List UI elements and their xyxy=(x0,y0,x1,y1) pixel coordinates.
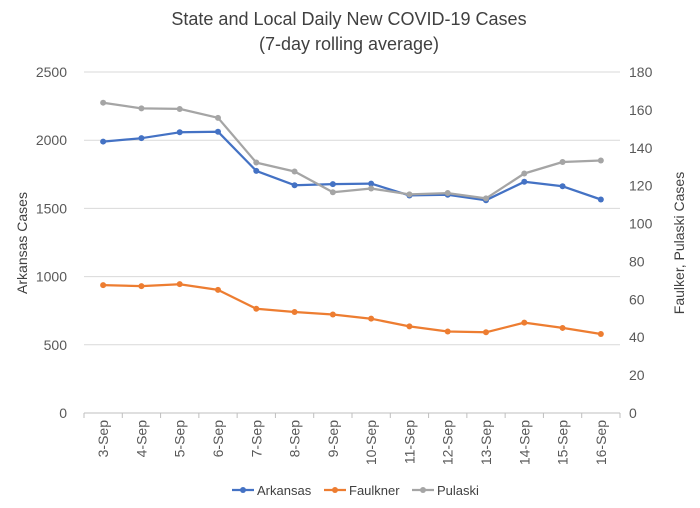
x-tick-label: 16-Sep xyxy=(593,420,609,465)
legend-label: Arkansas xyxy=(257,483,312,498)
left-tick-label: 500 xyxy=(44,337,68,353)
data-point xyxy=(406,191,413,198)
data-point xyxy=(406,323,413,330)
data-point xyxy=(291,182,298,189)
data-point xyxy=(215,114,221,121)
data-point xyxy=(329,311,336,318)
left-axis-title: Arkansas Cases xyxy=(14,192,30,294)
data-point xyxy=(521,170,528,177)
data-point xyxy=(100,282,107,289)
data-point xyxy=(368,185,375,192)
right-tick-label: 120 xyxy=(629,178,653,194)
right-tick-label: 20 xyxy=(629,367,645,383)
data-point xyxy=(100,99,107,106)
x-tick-label: 8-Sep xyxy=(287,420,303,458)
x-tick-label: 3-Sep xyxy=(95,420,111,458)
x-tick-label: 9-Sep xyxy=(325,420,341,458)
series-line xyxy=(102,101,601,200)
x-axis-ticks: 3-Sep 4-Sep 5-Sep 6-Sep 7-Sep 8-Sep 9-Sep 10-Se… xyxy=(83,412,621,465)
data-point xyxy=(521,319,528,326)
series-layer xyxy=(100,99,604,338)
right-tick-label: 80 xyxy=(629,253,645,269)
left-tick-label: 0 xyxy=(59,405,67,421)
data-point xyxy=(483,329,489,336)
data-point xyxy=(176,129,183,136)
data-point xyxy=(444,190,451,197)
data-point xyxy=(444,328,451,335)
legend-label: Pulaski xyxy=(437,483,479,498)
x-tick-label: 7-Sep xyxy=(248,420,264,458)
right-tick-label: 180 xyxy=(629,64,653,80)
right-tick-label: 40 xyxy=(629,329,645,345)
chart-title: State and Local Daily New COVID-19 Cases xyxy=(171,9,526,29)
series-line xyxy=(103,130,602,202)
x-tick-label: 5-Sep xyxy=(172,420,188,458)
data-point xyxy=(215,128,221,135)
legend: Arkansas Faulkner Pulaski xyxy=(232,483,479,498)
chart-subtitle: (7-day rolling average) xyxy=(259,34,439,54)
legend-item-pulaski: Pulaski xyxy=(412,483,479,498)
x-tick-label: 14-Sep xyxy=(516,420,532,465)
data-point xyxy=(138,135,145,142)
x-tick-label: 15-Sep xyxy=(555,420,571,465)
legend-label: Faulkner xyxy=(349,483,400,498)
gridlines xyxy=(84,71,620,414)
data-point xyxy=(329,189,336,196)
right-tick-label: 140 xyxy=(629,140,653,156)
left-tick-label: 2000 xyxy=(36,132,67,148)
left-tick-label: 1000 xyxy=(36,269,67,285)
data-point xyxy=(597,196,604,203)
data-point xyxy=(291,168,298,175)
data-point xyxy=(253,159,260,166)
data-point xyxy=(138,105,145,112)
data-point xyxy=(253,305,260,312)
legend-swatch-marker xyxy=(420,487,426,493)
right-tick-label: 0 xyxy=(629,405,637,421)
series-line xyxy=(103,283,602,336)
legend-swatch-marker xyxy=(240,487,246,493)
data-point xyxy=(138,283,145,290)
right-tick-label: 100 xyxy=(629,216,653,232)
data-point xyxy=(176,105,183,112)
data-point xyxy=(597,157,604,164)
legend-item-faulkner: Faulkner xyxy=(324,483,400,498)
right-tick-label: 60 xyxy=(629,291,645,307)
legend-item-arkansas: Arkansas xyxy=(232,483,312,498)
left-tick-label: 1500 xyxy=(36,200,67,216)
right-tick-label: 160 xyxy=(629,102,653,118)
data-point xyxy=(176,281,183,288)
left-tick-label: 2500 xyxy=(36,64,67,80)
data-point xyxy=(368,180,375,187)
data-point xyxy=(559,324,566,331)
right-axis-title: Faulker, Pulaski Cases xyxy=(671,172,687,314)
data-point xyxy=(521,178,528,185)
left-axis-ticks: 0 500 1000 1500 2000 2500 xyxy=(36,64,67,421)
x-tick-label: 11-Sep xyxy=(401,420,417,464)
legend-swatch-marker xyxy=(332,487,338,493)
data-point xyxy=(368,315,375,322)
data-point xyxy=(291,309,298,316)
data-point xyxy=(100,138,107,145)
data-point xyxy=(559,183,566,190)
right-axis-ticks: 0 20 40 60 80 100 120 140 160 180 xyxy=(629,64,653,421)
data-point xyxy=(597,331,604,338)
x-tick-label: 13-Sep xyxy=(478,420,494,465)
series-faulkner xyxy=(100,281,604,338)
data-point xyxy=(559,158,566,165)
x-tick-label: 10-Sep xyxy=(363,420,379,465)
x-tick-label: 6-Sep xyxy=(210,420,226,458)
data-point xyxy=(329,181,336,188)
data-point xyxy=(215,286,221,293)
x-tick-label: 12-Sep xyxy=(440,420,456,465)
data-point xyxy=(253,167,260,174)
series-pulaski xyxy=(100,99,604,202)
x-tick-label: 4-Sep xyxy=(133,420,149,458)
data-point xyxy=(483,195,489,202)
